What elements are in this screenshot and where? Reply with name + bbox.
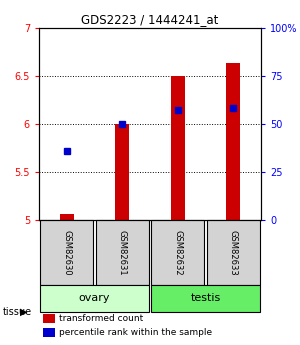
Text: testis: testis <box>190 294 220 304</box>
Bar <box>151 285 260 313</box>
Bar <box>171 76 185 220</box>
Title: GDS2223 / 1444241_at: GDS2223 / 1444241_at <box>81 13 219 27</box>
Text: GSM82631: GSM82631 <box>118 230 127 275</box>
Text: GSM82632: GSM82632 <box>173 230 182 275</box>
Text: percentile rank within the sample: percentile rank within the sample <box>59 328 212 337</box>
Text: ovary: ovary <box>79 294 110 304</box>
Text: ▶: ▶ <box>20 307 27 317</box>
Bar <box>207 220 260 285</box>
Text: transformed count: transformed count <box>59 314 143 323</box>
Bar <box>40 220 93 285</box>
Bar <box>226 63 240 220</box>
Bar <box>44 328 55 337</box>
Bar <box>96 220 149 285</box>
Text: GSM82633: GSM82633 <box>229 229 238 275</box>
Text: tissue: tissue <box>3 307 32 317</box>
Bar <box>151 220 204 285</box>
Bar <box>60 214 74 220</box>
Text: GSM82630: GSM82630 <box>62 230 71 275</box>
Bar <box>115 124 129 220</box>
Bar <box>44 314 55 323</box>
Bar <box>40 285 149 313</box>
